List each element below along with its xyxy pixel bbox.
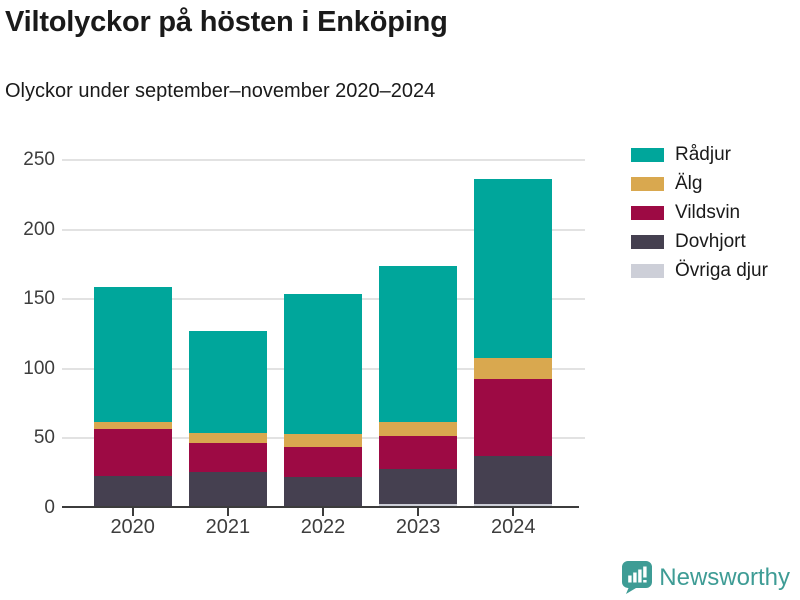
plot-area [62,159,585,516]
bar-2023 [379,266,458,508]
bar-segment-2024-Dovhjort [474,456,553,504]
legend-label-Vildsvin: Vildsvin [675,202,741,223]
legend-item-Rådjur: Rådjur [631,144,768,165]
bar-segment-2024-Älg [474,358,553,379]
bar-segment-2020-Vildsvin [93,429,172,476]
bar-segment-2022-Vildsvin [284,447,362,477]
bar-segment-2023-Rådjur [379,266,458,422]
legend-item-Dovhjort: Dovhjort [631,231,768,252]
bar-segment-2020-Dovhjort [93,476,172,507]
legend-swatch-Älg [631,177,664,191]
x-axis-label-2020: 2020 [110,516,155,538]
bar-segment-2021-Älg [188,433,267,443]
y-tick-label-50: 50 [33,427,55,449]
legend-item-Övriga djur: Övriga djur [631,260,768,281]
x-axis-label-2022: 2022 [300,516,346,538]
legend-label-Övriga djur: Övriga djur [675,260,768,281]
y-tick-label-200: 200 [23,218,55,240]
x-tick-2020 [131,508,134,516]
bar-2021 [188,331,267,508]
bar-segment-2023-Vildsvin [379,436,458,469]
x-axis-label-2024: 2024 [491,516,536,538]
x-tick-2022 [322,508,324,516]
x-tick-2024 [512,508,515,516]
legend-swatch-Vildsvin [631,206,664,220]
bar-2022 [284,294,362,508]
x-axis-label-2023: 2023 [395,516,441,538]
x-axis-line [62,506,579,508]
legend-swatch-Övriga djur [631,264,664,278]
y-tick-label-150: 150 [23,288,55,310]
bar-segment-2024-Rådjur [474,179,553,358]
legend-item-Älg: Älg [631,173,768,194]
bar-2024 [474,179,553,508]
x-axis-labels: 2020 2021 2022 2023 2024 [62,516,579,542]
y-tick-label-100: 100 [23,357,55,379]
chart-subtitle: Olyckor under september–november 2020–20… [5,80,436,102]
y-axis: 0 50 100 150 200 250 [0,149,55,518]
x-tick-2023 [417,508,420,516]
x-tick-2021 [226,508,229,516]
bar-segment-2024-Vildsvin [474,379,553,456]
legend-swatch-Rådjur [631,148,664,162]
bar-segment-2023-Älg [379,422,458,436]
x-axis-label-2021: 2021 [205,516,251,538]
bar-segment-2020-Älg [93,422,172,429]
legend-label-Dovhjort: Dovhjort [675,231,746,252]
chart-title: Viltolyckor på hösten i Enköping [5,6,448,38]
bar-segment-2022-Dovhjort [284,477,362,507]
legend-label-Rådjur: Rådjur [675,144,731,165]
bar-segment-2021-Vildsvin [188,443,267,472]
newsworthy-wordmark: Newsworthy [659,563,790,591]
bar-2020 [93,287,172,508]
legend-swatch-Dovhjort [631,235,664,249]
legend-label-Älg: Älg [675,173,703,194]
bar-segment-2021-Rådjur [188,331,267,433]
y-tick-label-0: 0 [44,497,55,518]
legend-item-Vildsvin: Vildsvin [631,202,768,223]
bar-segment-2022-Älg [284,434,362,447]
y-tick-label-250: 250 [23,149,55,170]
bar-segment-2023-Dovhjort [379,469,458,504]
gridline-250 [62,159,585,161]
gridline-200 [62,228,585,231]
bar-segment-2022-Rådjur [284,294,362,434]
newsworthy-icon [622,561,653,594]
legend: Rådjur Älg Vildsvin Dovhjort Övriga djur [631,144,768,292]
bar-segment-2020-Rådjur [93,287,172,422]
newsworthy-logo: Newsworthy [622,561,790,594]
bar-segment-2021-Dovhjort [188,472,267,507]
